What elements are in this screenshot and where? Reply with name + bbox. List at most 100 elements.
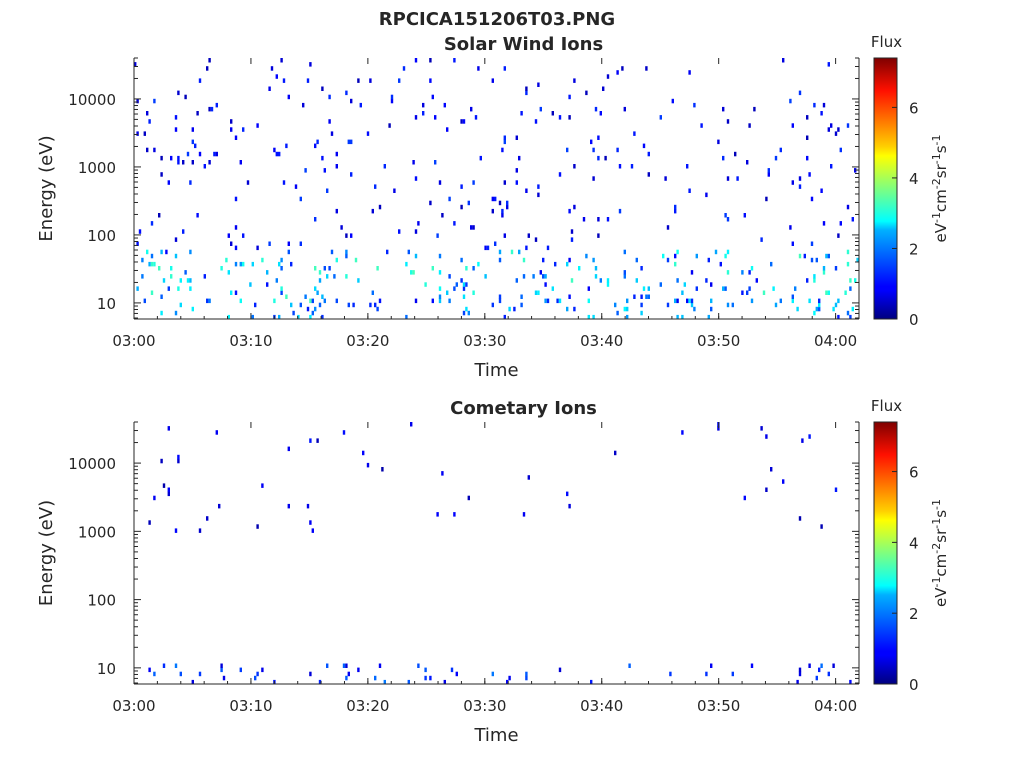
heatmap-cell	[167, 286, 170, 291]
heatmap-cell	[374, 184, 377, 189]
heatmap-cell	[191, 139, 194, 145]
heatmap-cell	[462, 310, 466, 316]
heatmap-cell	[162, 483, 166, 488]
heatmap-cell	[196, 213, 199, 218]
panel-cometary-ions: 03:00 03:10 03:20 03:30 03:40 03:50 04:00 10 100…	[36, 397, 950, 746]
heatmap-cell	[431, 94, 434, 100]
heatmap-cell	[167, 491, 170, 497]
heatmap-cell	[350, 233, 353, 238]
heatmap-cell	[633, 131, 636, 136]
heatmap-cell	[484, 245, 487, 251]
heatmap-cell	[470, 225, 473, 230]
heatmap-cell	[304, 168, 307, 173]
heatmap-cell	[405, 314, 408, 320]
heatmap-cell	[700, 123, 703, 128]
heatmap-cell	[491, 302, 494, 308]
heatmap-cell	[414, 253, 418, 259]
heatmap-cell	[798, 176, 802, 181]
colorbar-tick-label: 0	[909, 311, 919, 329]
heatmap-cell	[357, 78, 360, 83]
heatmap-cell	[570, 237, 574, 242]
heatmap-cell	[705, 671, 708, 677]
heatmap-cell	[558, 298, 562, 304]
heatmap-cell	[659, 115, 662, 120]
heatmap-cell	[242, 127, 245, 132]
heatmap-cell	[640, 294, 643, 299]
heatmap-cell	[796, 306, 799, 312]
y-axis-label: Energy (eV)	[36, 135, 57, 241]
heatmap-cell	[674, 208, 677, 214]
heatmap-cell	[256, 671, 259, 677]
heatmap-cell	[832, 663, 835, 668]
heatmap-cell	[148, 520, 151, 525]
heatmap-cell	[472, 290, 475, 295]
heatmap-cell	[566, 491, 569, 497]
heatmap-cell	[568, 257, 571, 263]
heatmap-cell	[527, 475, 530, 480]
heatmap-cell	[592, 314, 595, 320]
heatmap-cell	[153, 261, 156, 267]
heatmap-cell	[645, 294, 648, 299]
x-tick-label: 04:00	[814, 697, 857, 715]
heatmap-cells	[134, 58, 859, 320]
heatmap-cell	[520, 302, 523, 308]
heatmap-cell	[429, 675, 432, 681]
heatmap-cell	[513, 306, 516, 312]
heatmap-cell	[282, 180, 286, 185]
heatmap-cell	[462, 119, 466, 124]
heatmap-cell	[726, 249, 730, 255]
heatmap-cell	[174, 237, 178, 242]
heatmap-cell	[150, 221, 154, 226]
heatmap-cell	[640, 302, 643, 308]
heatmap-cell	[460, 204, 463, 210]
heatmap-cell	[606, 74, 610, 79]
heatmap-cell	[220, 663, 223, 668]
heatmap-cell	[501, 147, 504, 153]
heatmap-cell	[150, 261, 154, 267]
heatmap-cell	[635, 278, 638, 283]
heatmap-cell	[186, 278, 190, 283]
heatmap-cell	[280, 286, 283, 291]
heatmap-cell	[203, 164, 206, 169]
heatmap-cell	[472, 266, 475, 271]
heatmap-cell	[366, 462, 370, 468]
heatmap-cell	[518, 155, 521, 161]
heatmap-cell	[827, 253, 830, 259]
heatmap-cell	[273, 147, 276, 153]
heatmap-cell	[846, 204, 850, 210]
heatmap-cell	[177, 454, 180, 460]
heatmap-cell	[417, 221, 420, 226]
heatmap-cell	[268, 86, 271, 91]
heatmap-cell	[470, 106, 473, 112]
heatmap-cell	[503, 135, 506, 140]
heatmap-cell	[726, 302, 730, 308]
heatmap-cell	[796, 679, 799, 685]
heatmap-cell	[304, 294, 307, 299]
heatmap-cell	[808, 172, 811, 177]
heatmap-cell	[390, 98, 394, 104]
heatmap-cell	[748, 286, 751, 291]
heatmap-cell	[518, 249, 521, 255]
heatmap-cell	[383, 679, 386, 685]
heatmap-cell	[299, 302, 302, 308]
heatmap-cell	[431, 298, 434, 304]
heatmap-cell	[806, 278, 809, 283]
heatmap-cell	[834, 302, 838, 308]
heatmap-cell	[774, 155, 778, 161]
heatmap-cell	[525, 90, 528, 96]
heatmap-cell	[537, 82, 540, 87]
heatmap-cell	[141, 274, 144, 279]
heatmap-cell	[314, 217, 317, 222]
heatmap-cell	[834, 266, 838, 271]
heatmap-cell	[592, 176, 595, 181]
heatmap-cell	[153, 98, 156, 104]
panel-solar-wind-ions: 03:00 03:10 03:20 03:30 03:40 03:50 04:00 10 100…	[36, 33, 950, 381]
heatmap-cell	[239, 298, 242, 304]
heatmap-cell	[230, 127, 233, 132]
heatmap-cell	[198, 78, 202, 83]
heatmap-cell	[597, 155, 600, 161]
heatmap-cell	[398, 229, 401, 234]
heatmap-cell	[568, 94, 571, 100]
heatmap-cell	[309, 62, 312, 67]
